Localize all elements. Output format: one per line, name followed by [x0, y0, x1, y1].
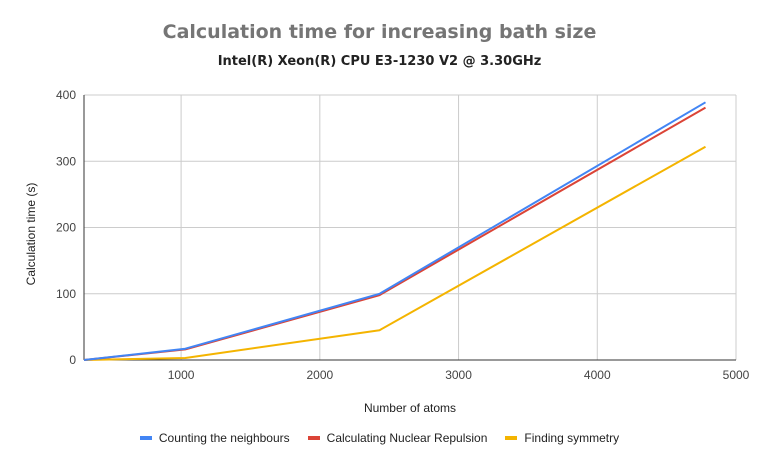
y-tick-label: 300	[56, 154, 76, 168]
chart-title: Calculation time for increasing bath siz…	[162, 21, 597, 43]
series-lines	[83, 101, 707, 361]
series-line	[83, 101, 707, 361]
x-tick-label: 5000	[723, 368, 750, 382]
legend-label: Finding symmetry	[524, 431, 620, 445]
y-tick-label: 200	[56, 221, 76, 235]
legend-item: Counting the neighbours	[139, 431, 290, 445]
legend-label: Counting the neighbours	[158, 431, 290, 445]
legend-swatch	[505, 436, 518, 440]
legend-item: Calculating Nuclear Repulsion	[307, 431, 488, 445]
x-tick-label: 1000	[168, 368, 195, 382]
y-tick-label: 400	[56, 88, 76, 102]
axes	[83, 95, 736, 361]
y-tick-label: 100	[56, 287, 76, 301]
series-line	[83, 145, 706, 361]
chart-subtitle: Intel(R) Xeon(R) CPU E3-1230 V2 @ 3.30GH…	[217, 54, 542, 69]
x-tick-label: 3000	[445, 368, 472, 382]
x-axis-label: Number of atoms	[364, 401, 456, 415]
tick-labels: 0 100 200 300 400 1000 2000 3000 4000 5000	[56, 88, 750, 382]
legend: Counting the neighbours Calculating Nucle…	[0, 431, 759, 445]
grid-lines	[84, 94, 737, 360]
legend-swatch	[307, 436, 320, 440]
y-tick-label: 0	[69, 353, 76, 367]
legend-item: Finding symmetry	[505, 431, 619, 445]
x-tick-label: 4000	[584, 368, 611, 382]
legend-label: Calculating Nuclear Repulsion	[326, 431, 488, 445]
y-axis-label: Calculation time (s)	[24, 183, 38, 286]
x-tick-label: 2000	[306, 368, 333, 382]
legend-swatch	[139, 436, 152, 440]
